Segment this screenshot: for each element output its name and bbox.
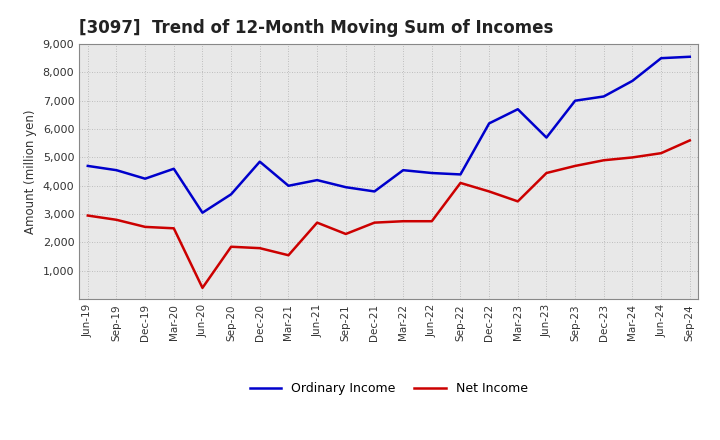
- Ordinary Income: [84, 163, 92, 169]
- Net Income: [628, 155, 636, 160]
- Ordinary Income: [600, 94, 608, 99]
- Ordinary Income: [685, 54, 694, 59]
- Net Income: [141, 224, 150, 230]
- Ordinary Income: [628, 78, 636, 84]
- Net Income: [370, 220, 379, 225]
- Ordinary Income: [312, 177, 321, 183]
- Net Income: [685, 138, 694, 143]
- Ordinary Income: [284, 183, 293, 188]
- Ordinary Income: [456, 172, 465, 177]
- Ordinary Income: [571, 98, 580, 103]
- Net Income: [341, 231, 350, 237]
- Ordinary Income: [485, 121, 493, 126]
- Ordinary Income: [198, 210, 207, 215]
- Ordinary Income: [227, 192, 235, 197]
- Ordinary Income: [370, 189, 379, 194]
- Ordinary Income: [657, 55, 665, 61]
- Ordinary Income: [542, 135, 551, 140]
- Net Income: [428, 219, 436, 224]
- Net Income: [485, 189, 493, 194]
- Net Income: [571, 163, 580, 169]
- Net Income: [198, 285, 207, 290]
- Text: [3097]  Trend of 12-Month Moving Sum of Incomes: [3097] Trend of 12-Month Moving Sum of I…: [79, 19, 554, 37]
- Line: Ordinary Income: Ordinary Income: [88, 57, 690, 213]
- Net Income: [513, 199, 522, 204]
- Ordinary Income: [141, 176, 150, 181]
- Net Income: [284, 253, 293, 258]
- Ordinary Income: [399, 168, 408, 173]
- Line: Net Income: Net Income: [88, 140, 690, 288]
- Ordinary Income: [169, 166, 178, 172]
- Ordinary Income: [513, 106, 522, 112]
- Net Income: [312, 220, 321, 225]
- Net Income: [399, 219, 408, 224]
- Legend: Ordinary Income, Net Income: Ordinary Income, Net Income: [245, 377, 533, 400]
- Ordinary Income: [112, 168, 121, 173]
- Ordinary Income: [256, 159, 264, 164]
- Ordinary Income: [341, 184, 350, 190]
- Y-axis label: Amount (million yen): Amount (million yen): [24, 110, 37, 234]
- Net Income: [84, 213, 92, 218]
- Ordinary Income: [428, 170, 436, 176]
- Net Income: [227, 244, 235, 249]
- Net Income: [657, 150, 665, 156]
- Net Income: [256, 246, 264, 251]
- Net Income: [542, 170, 551, 176]
- Net Income: [112, 217, 121, 223]
- Net Income: [169, 226, 178, 231]
- Net Income: [600, 158, 608, 163]
- Net Income: [456, 180, 465, 186]
